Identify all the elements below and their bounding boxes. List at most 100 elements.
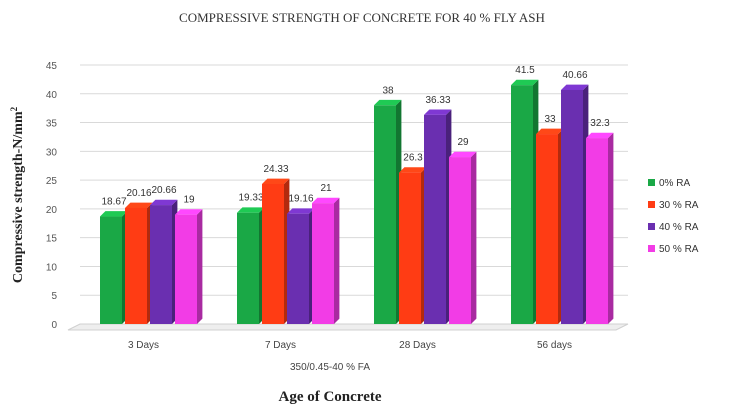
- bar-front: [511, 85, 533, 325]
- data-label: 19: [183, 195, 195, 206]
- data-label: 20.16: [126, 188, 151, 199]
- x-subtitle: 350/0.45-40 % FA: [290, 362, 370, 373]
- data-label: 41.5: [515, 65, 535, 76]
- bar-top: [511, 79, 539, 86]
- bar: [287, 208, 315, 324]
- data-label: 26.3: [403, 153, 423, 164]
- bar-front: [312, 203, 334, 324]
- bar: [424, 109, 452, 324]
- y-tick-label: 10: [46, 262, 58, 273]
- bar-front: [287, 213, 309, 324]
- data-label: 21: [320, 183, 332, 194]
- legend-swatch: [648, 223, 655, 230]
- legend-swatch: [648, 179, 655, 186]
- bar: [150, 199, 178, 324]
- bar: [237, 207, 265, 324]
- bar-front: [561, 89, 583, 324]
- y-axis-label-superscript: 2: [9, 106, 19, 111]
- bar: [399, 167, 427, 324]
- bar: [125, 202, 153, 324]
- x-axis-ticks: 3 Days 7 Days 28 Days 56 days: [128, 340, 572, 351]
- y-tick-label: 30: [46, 147, 58, 158]
- bar-side: [197, 209, 203, 324]
- y-tick-label: 5: [51, 291, 57, 302]
- bar-front: [449, 157, 471, 324]
- legend-swatch: [648, 201, 655, 208]
- bar: [511, 79, 539, 325]
- bar-top: [374, 99, 402, 106]
- bar-front: [100, 216, 122, 324]
- data-label: 18.67: [101, 197, 126, 208]
- bar-front: [399, 172, 421, 324]
- bar: [536, 128, 564, 324]
- bar: [312, 197, 340, 324]
- data-label: 19.33: [238, 193, 263, 204]
- data-label: 20.66: [151, 185, 176, 196]
- bar-front: [374, 105, 396, 325]
- bar: [175, 209, 203, 324]
- x-axis-label: Age of Concrete: [278, 389, 381, 405]
- bar-top: [561, 84, 589, 90]
- bar-top: [262, 178, 290, 184]
- bar-front: [262, 183, 284, 324]
- data-label: 33: [544, 114, 556, 125]
- x-tick-label: 3 Days: [128, 340, 159, 351]
- bar-front: [175, 214, 197, 324]
- legend-label: 40 % RA: [659, 222, 699, 233]
- legend-label: 30 % RA: [659, 200, 699, 211]
- bar-top: [312, 197, 340, 204]
- bar-top: [100, 211, 128, 217]
- y-tick-label: 45: [46, 61, 58, 72]
- bar-top: [586, 132, 614, 139]
- bar: [100, 211, 128, 324]
- bar-front: [424, 114, 446, 324]
- data-label: 24.33: [263, 164, 288, 175]
- y-tick-label: 15: [46, 234, 58, 245]
- y-tick-label: 0: [51, 320, 57, 331]
- data-label: 32.3: [590, 118, 610, 129]
- data-label: 40.66: [562, 70, 587, 81]
- bar-front: [150, 205, 172, 324]
- legend: 0% RA 30 % RA 40 % RA 50 % RA: [648, 178, 699, 255]
- data-label: 29: [457, 137, 469, 148]
- y-axis-label: Compressive strength-N/mm2: [9, 106, 26, 283]
- bar-front: [125, 207, 147, 324]
- bar-top: [449, 151, 477, 158]
- y-tick-label: 25: [46, 176, 58, 187]
- data-label: 19.16: [288, 194, 313, 205]
- bar-front: [586, 138, 608, 324]
- bar-top: [536, 128, 564, 135]
- y-tick-label: 35: [46, 119, 58, 130]
- x-tick-label: 56 days: [537, 340, 572, 351]
- bar: [561, 84, 589, 325]
- x-tick-label: 7 Days: [265, 340, 296, 351]
- bar: [374, 99, 402, 325]
- y-tick-label: 20: [46, 205, 58, 216]
- bar-top: [175, 209, 203, 215]
- bar-top: [150, 199, 178, 206]
- x-tick-label: 28 Days: [399, 340, 436, 351]
- y-axis-ticks: 0 5 10 15 20 25 30 35 40 45: [46, 61, 58, 331]
- bar-top: [287, 208, 315, 214]
- legend-label: 0% RA: [659, 178, 690, 189]
- bar-top: [424, 109, 452, 115]
- legend-swatch: [648, 245, 655, 252]
- y-tick-label: 40: [46, 90, 58, 101]
- chart-floor: [67, 323, 629, 331]
- bar-top: [237, 207, 265, 213]
- bar-side: [608, 132, 614, 324]
- bar-front: [237, 212, 259, 324]
- bar-side: [471, 151, 477, 324]
- y-axis-label-text: Compressive strength-N/mm: [11, 111, 26, 283]
- bar: [449, 151, 477, 324]
- bar: [586, 132, 614, 324]
- bar-top: [399, 167, 427, 173]
- data-label: 36.33: [425, 95, 450, 106]
- legend-label: 50 % RA: [659, 244, 699, 255]
- data-label: 38: [382, 85, 394, 96]
- bar-front: [536, 134, 558, 324]
- bar-side: [334, 197, 340, 324]
- bar-top: [125, 202, 153, 208]
